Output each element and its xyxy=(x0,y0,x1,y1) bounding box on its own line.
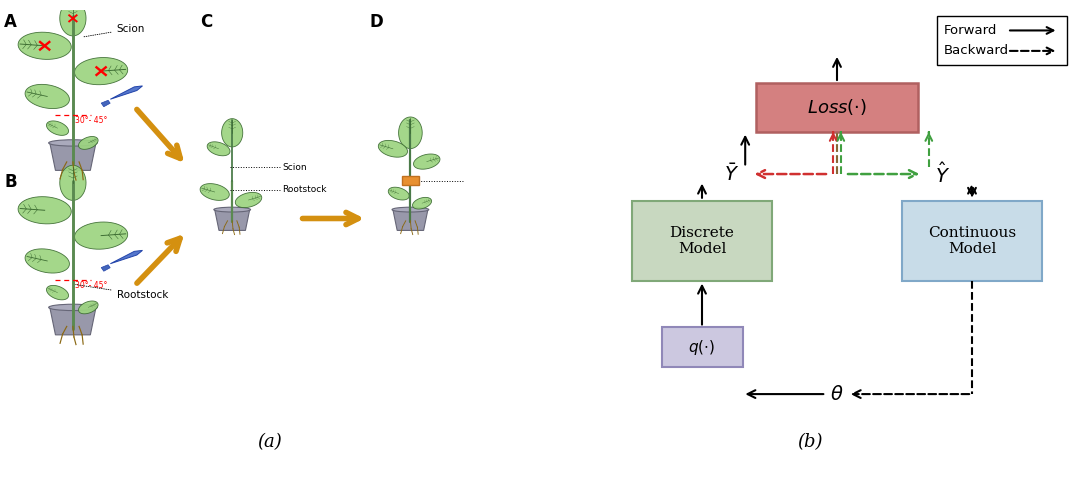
Polygon shape xyxy=(50,143,96,170)
Polygon shape xyxy=(388,187,409,200)
Ellipse shape xyxy=(49,140,97,146)
Text: Backward: Backward xyxy=(944,44,1009,57)
Polygon shape xyxy=(221,119,243,147)
Text: (b): (b) xyxy=(797,434,823,451)
Polygon shape xyxy=(46,121,68,135)
Polygon shape xyxy=(110,250,143,264)
Bar xyxy=(402,176,419,185)
Text: $\mathit{Loss}(\cdot)$: $\mathit{Loss}(\cdot)$ xyxy=(807,98,867,118)
Polygon shape xyxy=(79,137,98,149)
Text: $\bar{Y}$: $\bar{Y}$ xyxy=(724,163,740,185)
Text: Rootstock: Rootstock xyxy=(282,185,326,194)
Text: Scion: Scion xyxy=(83,24,145,37)
Ellipse shape xyxy=(392,207,429,212)
Polygon shape xyxy=(215,209,249,230)
Polygon shape xyxy=(25,84,69,109)
Polygon shape xyxy=(18,32,71,59)
Polygon shape xyxy=(102,265,110,271)
Polygon shape xyxy=(50,307,96,335)
Text: Rootstock: Rootstock xyxy=(76,284,167,300)
Text: Scion: Scion xyxy=(282,163,307,172)
Polygon shape xyxy=(110,86,143,99)
Ellipse shape xyxy=(214,207,251,212)
Text: (a): (a) xyxy=(258,434,282,451)
Polygon shape xyxy=(399,117,422,149)
Polygon shape xyxy=(414,154,440,169)
Polygon shape xyxy=(46,285,68,300)
Text: $\theta$: $\theta$ xyxy=(831,385,843,403)
FancyBboxPatch shape xyxy=(632,201,772,281)
Polygon shape xyxy=(79,301,98,314)
Polygon shape xyxy=(75,222,127,249)
FancyBboxPatch shape xyxy=(661,327,743,368)
Text: $\hat{Y}$: $\hat{Y}$ xyxy=(934,162,950,186)
Text: Continuous
Model: Continuous Model xyxy=(928,226,1016,256)
FancyBboxPatch shape xyxy=(902,201,1042,281)
Ellipse shape xyxy=(49,304,97,311)
Text: A: A xyxy=(4,13,17,32)
Text: 30°- 45°: 30°- 45° xyxy=(76,281,108,290)
Text: 30°- 45°: 30°- 45° xyxy=(76,116,108,125)
Polygon shape xyxy=(59,1,86,36)
FancyBboxPatch shape xyxy=(756,83,918,132)
Text: D: D xyxy=(369,13,383,32)
Text: C: C xyxy=(200,13,212,32)
Text: $q(\cdot)$: $q(\cdot)$ xyxy=(688,338,716,357)
Polygon shape xyxy=(18,196,71,224)
Polygon shape xyxy=(413,197,432,209)
Polygon shape xyxy=(200,184,229,200)
Text: Forward: Forward xyxy=(944,24,997,37)
Polygon shape xyxy=(102,100,110,107)
Polygon shape xyxy=(25,249,69,273)
Text: B: B xyxy=(4,174,17,191)
Text: Discrete
Model: Discrete Model xyxy=(670,226,734,256)
FancyBboxPatch shape xyxy=(937,16,1067,65)
Polygon shape xyxy=(59,165,86,200)
Polygon shape xyxy=(75,57,127,85)
Polygon shape xyxy=(393,209,428,230)
Polygon shape xyxy=(207,142,230,156)
Polygon shape xyxy=(235,193,261,207)
Polygon shape xyxy=(378,141,407,157)
